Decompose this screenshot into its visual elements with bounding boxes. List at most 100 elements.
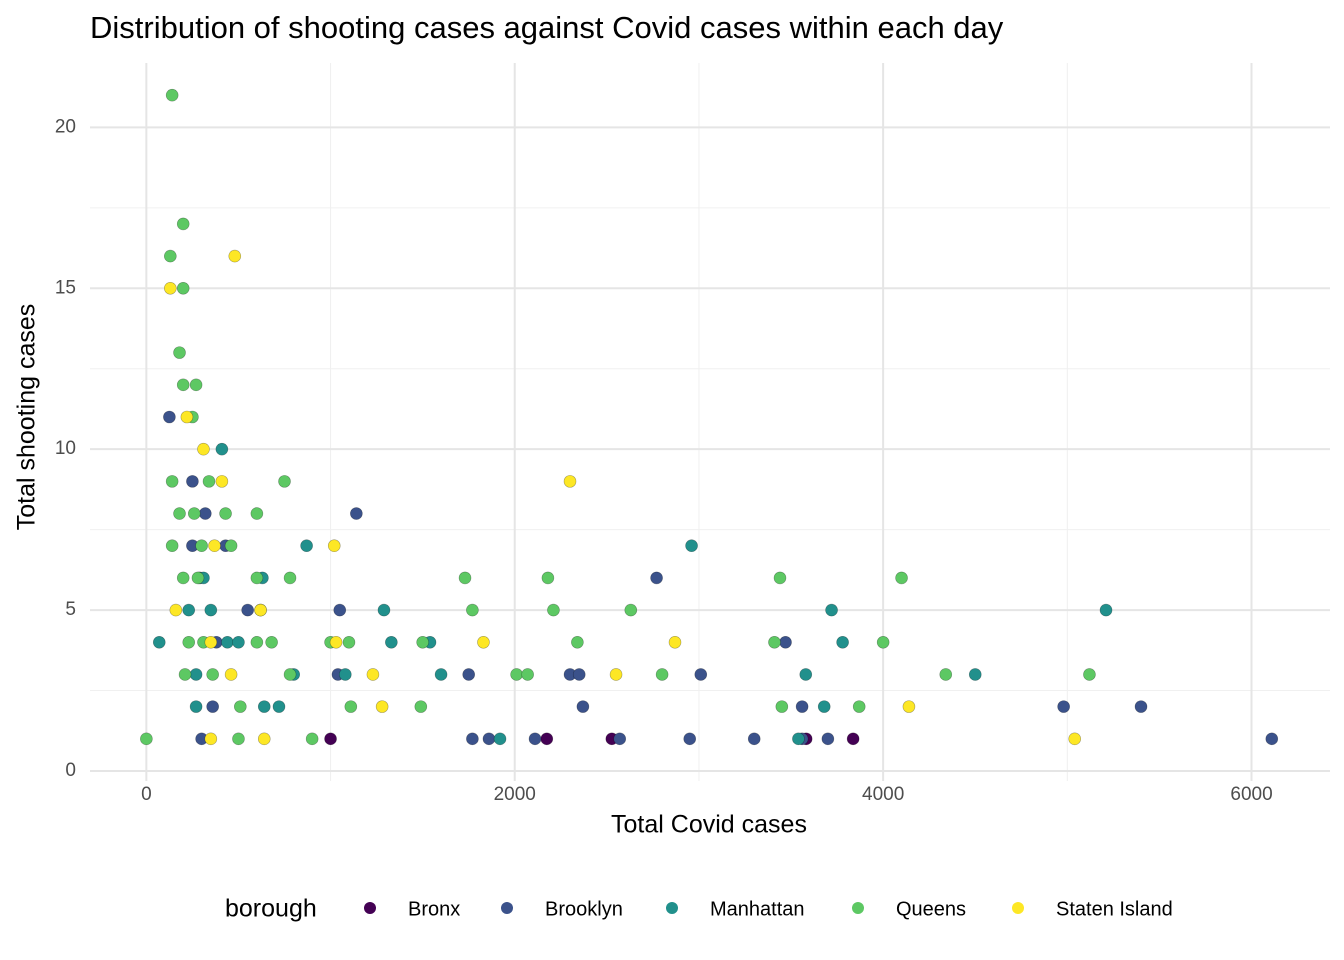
y-tick-label: 5 <box>65 599 76 620</box>
point <box>300 539 313 553</box>
legend-label: Bronx <box>408 898 460 920</box>
x-tick-label: 2000 <box>494 784 536 805</box>
point <box>895 571 908 585</box>
x-tick-label: 0 <box>141 784 152 805</box>
point <box>799 668 813 681</box>
point <box>572 668 586 681</box>
point <box>204 732 218 746</box>
point <box>173 507 186 520</box>
point <box>939 668 953 681</box>
point <box>195 539 208 553</box>
point <box>333 603 347 617</box>
point <box>846 732 860 746</box>
point <box>541 571 555 585</box>
point <box>283 668 297 681</box>
point <box>189 668 203 681</box>
point <box>563 475 577 488</box>
point <box>232 635 245 649</box>
point <box>204 635 218 649</box>
point <box>283 571 297 585</box>
point <box>876 635 890 649</box>
legend-title: borough <box>225 895 317 923</box>
point <box>165 539 179 553</box>
point <box>547 603 560 617</box>
point <box>164 249 177 263</box>
point <box>202 475 216 488</box>
legend-swatch <box>501 902 513 914</box>
point <box>187 507 201 520</box>
point <box>1134 700 1148 713</box>
point <box>232 732 245 746</box>
point <box>779 635 792 649</box>
point <box>189 700 203 713</box>
point <box>169 603 183 617</box>
x-tick-label: 4000 <box>862 784 904 805</box>
point <box>462 668 476 681</box>
point <box>305 732 319 746</box>
point <box>165 88 179 102</box>
point <box>224 668 238 681</box>
point <box>254 603 267 617</box>
point <box>609 668 623 681</box>
point <box>265 635 278 649</box>
point <box>165 475 179 488</box>
point <box>206 668 219 681</box>
x-tick-label: 6000 <box>1230 784 1272 805</box>
legend-swatch <box>852 902 864 914</box>
point <box>189 378 203 392</box>
point <box>241 603 254 617</box>
point <box>180 410 194 424</box>
point <box>375 700 389 713</box>
point <box>1068 732 1082 746</box>
point <box>176 378 190 392</box>
point <box>140 732 153 746</box>
point <box>1083 668 1096 681</box>
point <box>510 668 523 681</box>
chart-title: Distribution of shooting cases against C… <box>90 10 1004 45</box>
point <box>272 700 286 713</box>
point <box>224 539 238 553</box>
point <box>327 539 341 553</box>
point <box>178 668 192 681</box>
point <box>1099 603 1113 617</box>
y-axis-label: Total shooting cases <box>13 304 41 531</box>
point <box>329 635 343 649</box>
point <box>902 700 916 713</box>
point <box>366 668 380 681</box>
point <box>1265 732 1279 746</box>
point <box>221 635 234 649</box>
point <box>792 732 805 746</box>
point <box>182 603 196 617</box>
point <box>683 732 697 746</box>
point <box>206 700 219 713</box>
point <box>215 475 229 488</box>
point <box>228 249 242 263</box>
y-tick-label: 10 <box>55 438 76 459</box>
point <box>182 635 196 649</box>
point <box>176 281 190 295</box>
legend-swatch <box>666 902 678 914</box>
point <box>668 635 682 649</box>
point <box>278 475 291 488</box>
point <box>152 635 166 649</box>
point <box>197 442 210 456</box>
x-axis-label: Total Covid cases <box>611 811 807 839</box>
point <box>434 668 448 681</box>
point <box>176 571 190 585</box>
point <box>458 571 472 585</box>
point <box>416 635 429 649</box>
point <box>324 732 337 746</box>
point <box>250 635 264 649</box>
point <box>694 668 708 681</box>
point <box>199 507 212 520</box>
point <box>521 668 534 681</box>
point <box>385 635 398 649</box>
point <box>344 700 358 713</box>
point <box>852 700 866 713</box>
legend-label: Manhattan <box>710 898 805 920</box>
point <box>482 732 496 746</box>
point <box>164 281 177 295</box>
point <box>377 603 391 617</box>
legend-swatch <box>1012 902 1024 914</box>
